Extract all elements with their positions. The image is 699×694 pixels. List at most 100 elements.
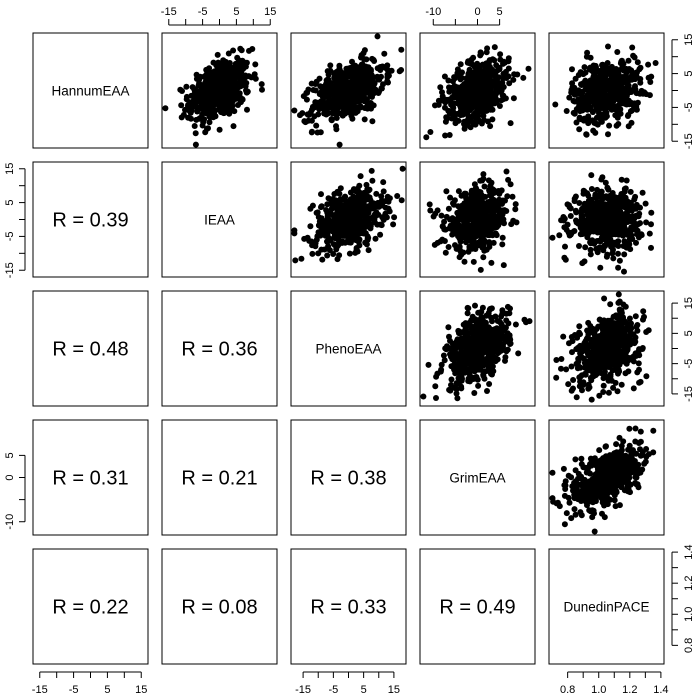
scatter-point — [329, 104, 336, 111]
scatter-point — [230, 94, 237, 101]
scatter-point — [631, 100, 638, 107]
scatter-point — [594, 186, 601, 193]
scatter-point — [227, 74, 234, 81]
scatter-point — [615, 320, 622, 326]
scatter-point — [483, 212, 490, 219]
scatter-point — [487, 200, 493, 207]
correlation-label: R = 0.31 — [52, 468, 128, 490]
scatter-point — [230, 123, 237, 130]
scatter-point — [571, 506, 578, 513]
scatter-point — [374, 221, 381, 228]
scatter-point — [578, 214, 585, 221]
scatter-point — [326, 247, 333, 254]
scatter-point — [420, 393, 427, 400]
scatter-point — [349, 115, 356, 122]
scatter-point — [637, 428, 644, 435]
scatter-point — [432, 383, 439, 390]
scatter-point — [614, 49, 621, 55]
scatter-point — [589, 354, 596, 361]
scatter-point — [632, 425, 639, 432]
scatter-point — [318, 215, 325, 222]
scatter-point — [206, 119, 213, 126]
scatter-point — [623, 177, 630, 184]
scatter-point — [252, 61, 259, 68]
scatter-point — [583, 131, 590, 138]
scatter-point — [632, 193, 639, 200]
scatter-point — [356, 236, 363, 243]
scatter-point — [465, 305, 472, 312]
scatter-point — [382, 210, 389, 217]
scatter-point — [324, 210, 331, 216]
scatter-point — [249, 46, 256, 52]
scatter-point — [618, 57, 625, 64]
scatter-point — [626, 425, 633, 432]
scatter-point — [471, 199, 477, 205]
scatter-point — [588, 186, 595, 192]
scatter-point — [578, 455, 585, 462]
scatter-point — [391, 214, 398, 221]
scatter-point — [446, 333, 452, 340]
scatter-point — [586, 229, 592, 236]
scatter-point — [477, 353, 484, 360]
scatter-point — [225, 90, 232, 96]
scatter-point — [356, 182, 363, 189]
scatter-point — [456, 356, 462, 363]
scatter-point — [474, 376, 481, 383]
scatter-point — [494, 350, 501, 357]
scatter-point — [322, 90, 329, 97]
scatter-point — [586, 99, 593, 106]
scatter-point — [328, 97, 335, 104]
scatter-point — [452, 120, 459, 127]
scatter-point — [457, 375, 464, 382]
scatter-point — [609, 217, 616, 224]
scatter-point — [563, 226, 570, 233]
scatter-point — [509, 193, 516, 200]
scatter-point — [496, 103, 503, 109]
scatter-point — [498, 82, 505, 89]
scatter-point — [483, 223, 490, 230]
scatter-point — [380, 179, 387, 186]
scatter-point — [384, 193, 391, 200]
scatter-point — [592, 120, 599, 127]
scatter-point — [445, 77, 452, 84]
correlation-label: R = 0.39 — [52, 210, 128, 232]
scatter-point — [470, 242, 477, 249]
scatter-point — [318, 191, 324, 198]
scatter-point — [373, 190, 380, 197]
scatter-point — [471, 216, 478, 223]
scatter-point — [501, 207, 508, 214]
scatter-point — [624, 113, 631, 119]
scatter-point — [467, 225, 473, 232]
scatter-point — [597, 264, 604, 271]
scatter-point — [489, 56, 496, 63]
scatter-point — [618, 381, 625, 388]
scatter-point — [576, 126, 583, 133]
scatter-point — [224, 84, 231, 91]
scatter-point — [489, 371, 495, 378]
scatter-point — [333, 123, 339, 130]
scatter-point — [364, 101, 371, 108]
scatter-point — [579, 260, 586, 267]
scatter-point — [358, 190, 365, 197]
scatter-point — [438, 366, 445, 373]
scatter-point — [442, 132, 449, 139]
scatter-point — [438, 361, 445, 368]
scatter-point — [589, 87, 596, 94]
scatter-point — [558, 356, 565, 362]
scatter-point — [616, 84, 623, 91]
scatter-point — [361, 217, 368, 224]
scatter-point — [600, 382, 607, 389]
scatter-point — [610, 255, 617, 262]
scatter-point — [489, 363, 496, 370]
scatter-point — [319, 256, 326, 263]
scatter-point — [594, 93, 601, 100]
scatter-point — [298, 255, 305, 262]
scatter-point — [491, 224, 498, 231]
scatter-point — [350, 93, 357, 100]
scatter-point — [643, 373, 650, 380]
scatter-point — [372, 235, 379, 242]
scatter-point — [238, 75, 245, 82]
correlation-label: R = 0.36 — [181, 339, 257, 361]
scatter-point — [622, 77, 629, 84]
scatter-point — [336, 100, 343, 107]
